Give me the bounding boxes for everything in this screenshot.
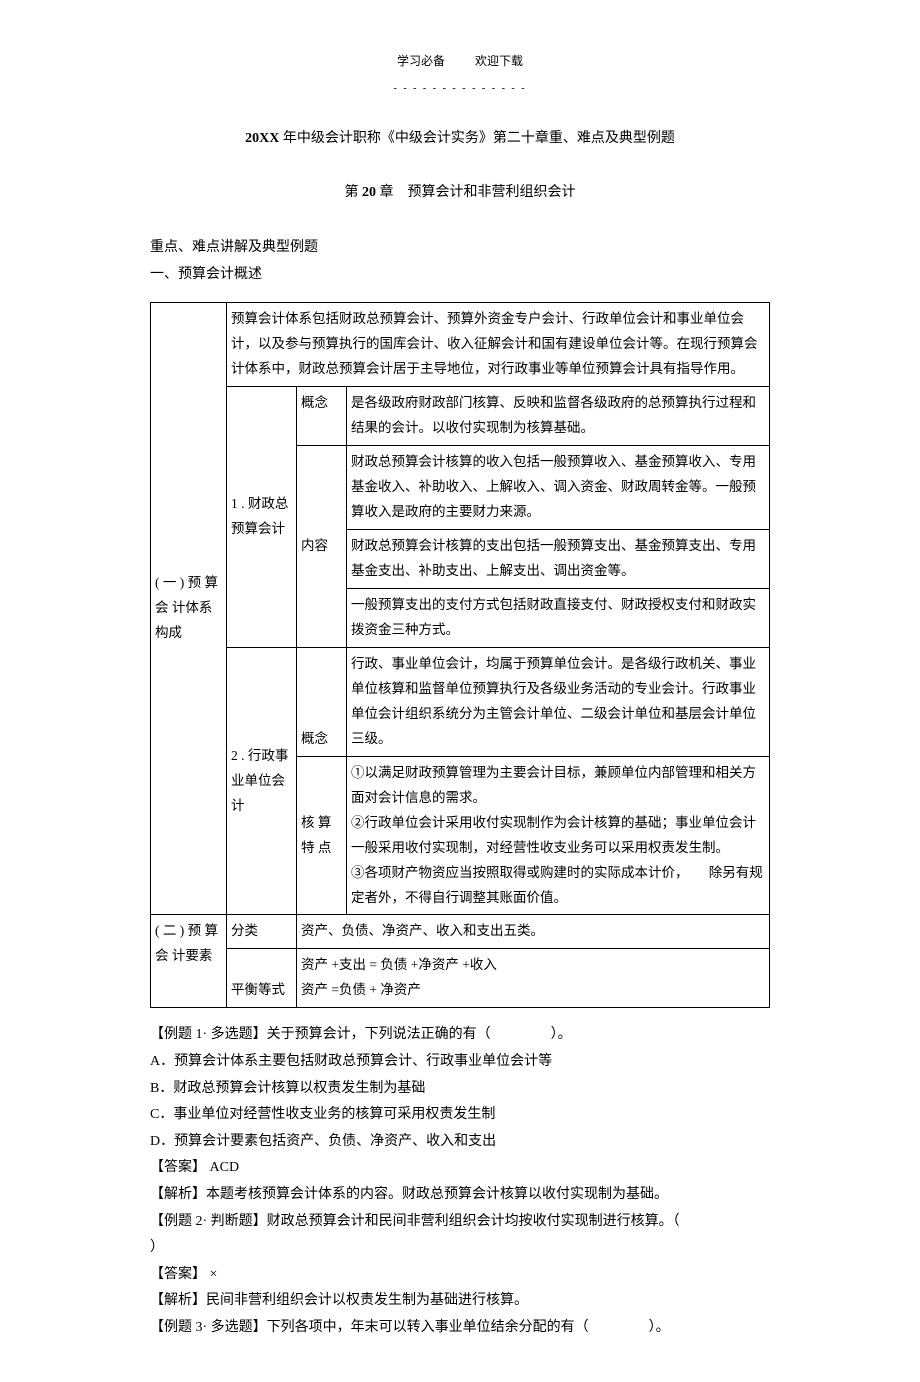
q1-option-d: D．预算会计要素包括资产、负债、净资产、收入和支出 [150, 1129, 770, 1156]
cell-d2c: 一般预算支出的支付方式包括财政直接支付、财政授权支付和财政实拨资金三种方式。 [347, 588, 770, 647]
table-row: ( 二 ) 预 算 会 计要素 分类 资产、负债、净资产、收入和支出五类。 [151, 915, 770, 949]
cell-b2: 2 . 行政事业单位会计 [227, 647, 297, 915]
questions-block: 【例题 1· 多选题】关于预算会计，下列说法正确的有（ ）。 A．预算会计体系主要… [150, 1022, 770, 1341]
q2-stem-text: 【例题 2· 判断题】财政总预算会计和民间非营利组织会计均按收付实现制进行核算。… [150, 1214, 680, 1229]
q1-option-b: B．财政总预算会计核算以权责发生制为基础 [150, 1076, 770, 1103]
header-right: 欢迎下载 [475, 54, 523, 68]
cell-c3: 概念 [297, 647, 347, 756]
cell-d6: 资产 +支出 = 负债 +净资产 +收入 资产 =负债 + 净资产 [297, 949, 770, 1008]
subtitle-num: 20 [362, 185, 376, 200]
title-text: 年中级会计职称《中级会计实务》第二十章重、难点及典型例题 [279, 131, 675, 146]
q3-stem-text: 【例题 3· 多选题】下列各项中，年末可以转入事业单位结余分配的有（ [150, 1320, 589, 1335]
q1-answer: 【答案】 ACD [150, 1155, 770, 1182]
q1-explain: 【解析】本题考核预算会计体系的内容。财政总预算会计核算以收付实现制为基础。 [150, 1182, 770, 1209]
subtitle-rest: 章 预算会计和非营利组织会计 [376, 185, 576, 200]
intro-line-1: 重点、难点讲解及典型例题 [150, 235, 770, 262]
cell-c4: 核 算 特 点 [297, 756, 347, 915]
table-row: ( 一 ) 预 算 会 计体系构成 预算会计体系包括财政总预算会计、预算外资金专… [151, 303, 770, 387]
cell-d5: 资产、负债、净资产、收入和支出五类。 [297, 915, 770, 949]
cell-section1: ( 一 ) 预 算 会 计体系构成 [151, 303, 227, 915]
page-header: 学习必备 欢迎下载 [150, 50, 770, 73]
q1-option-c: C．事业单位对经营性收支业务的核算可采用权责发生制 [150, 1102, 770, 1129]
q3-stem: 【例题 3· 多选题】下列各项中，年末可以转入事业单位结余分配的有（ ）。 [150, 1315, 770, 1342]
cell-d2b: 财政总预算会计核算的支出包括一般预算支出、基金预算支出、专用基金支出、补助支出、… [347, 529, 770, 588]
cell-c2: 内容 [297, 446, 347, 648]
q2-answer: 【答案】 × [150, 1262, 770, 1289]
q1-option-a: A．预算会计体系主要包括财政总预算会计、行政事业单位会计等 [150, 1049, 770, 1076]
q2-explain: 【解析】民间非营利组织会计以权责发生制为基础进行核算。 [150, 1288, 770, 1315]
q2-stem-tail: ） [150, 1240, 164, 1255]
header-dashes: - - - - - - - - - - - - - - [150, 79, 770, 98]
cell-d2a: 财政总预算会计核算的收入包括一般预算收入、基金预算收入、专用基金收入、补助收入、… [347, 446, 770, 530]
doc-title: 20XX 年中级会计职称《中级会计实务》第二十章重、难点及典型例题 [150, 126, 770, 153]
q1-stem: 【例题 1· 多选题】关于预算会计，下列说法正确的有（ ）。 [150, 1022, 770, 1049]
cell-c1: 概念 [297, 387, 347, 446]
cell-section2: ( 二 ) 预 算 会 计要素 [151, 915, 227, 1008]
cell-d4: ①以满足财政预算管理为主要会计目标，兼顾单位内部管理和相关方面对会计信息的需求。… [347, 756, 770, 915]
q1-stem-text: 【例题 1· 多选题】关于预算会计，下列说法正确的有（ [150, 1027, 491, 1042]
intro-line-2: 一、预算会计概述 [150, 262, 770, 289]
header-left: 学习必备 [397, 54, 445, 68]
subtitle-prefix: 第 [345, 185, 363, 200]
table-row: 1 . 财政总预算会计 概念 是各级政府财政部门核算、反映和监督各级政府的总预算… [151, 387, 770, 446]
cell-d3: 行政、事业单位会计，均属于预算单位会计。是各级行政机关、事业单位核算和监督单位预… [347, 647, 770, 756]
cell-overview: 预算会计体系包括财政总预算会计、预算外资金专户会计、行政单位会计和事业单位会计，… [227, 303, 770, 387]
table-row: 2 . 行政事业单位会计 概念 行政、事业单位会计，均属于预算单位会计。是各级行… [151, 647, 770, 756]
chapter-subtitle: 第 20 章 预算会计和非营利组织会计 [150, 180, 770, 207]
title-year: 20XX [245, 131, 279, 146]
content-table: ( 一 ) 预 算 会 计体系构成 预算会计体系包括财政总预算会计、预算外资金专… [150, 302, 770, 1008]
cell-b3: 分类 [227, 915, 297, 949]
table-row: 平衡等式 资产 +支出 = 负债 +净资产 +收入 资产 =负债 + 净资产 [151, 949, 770, 1008]
q2-stem: 【例题 2· 判断题】财政总预算会计和民间非营利组织会计均按收付实现制进行核算。… [150, 1209, 770, 1262]
cell-b4: 平衡等式 [227, 949, 297, 1008]
q1-stem-tail: ）。 [551, 1027, 572, 1042]
q3-stem-tail: ）。 [649, 1320, 670, 1335]
cell-b1: 1 . 财政总预算会计 [227, 387, 297, 648]
cell-d1: 是各级政府财政部门核算、反映和监督各级政府的总预算执行过程和结果的会计。以收付实… [347, 387, 770, 446]
